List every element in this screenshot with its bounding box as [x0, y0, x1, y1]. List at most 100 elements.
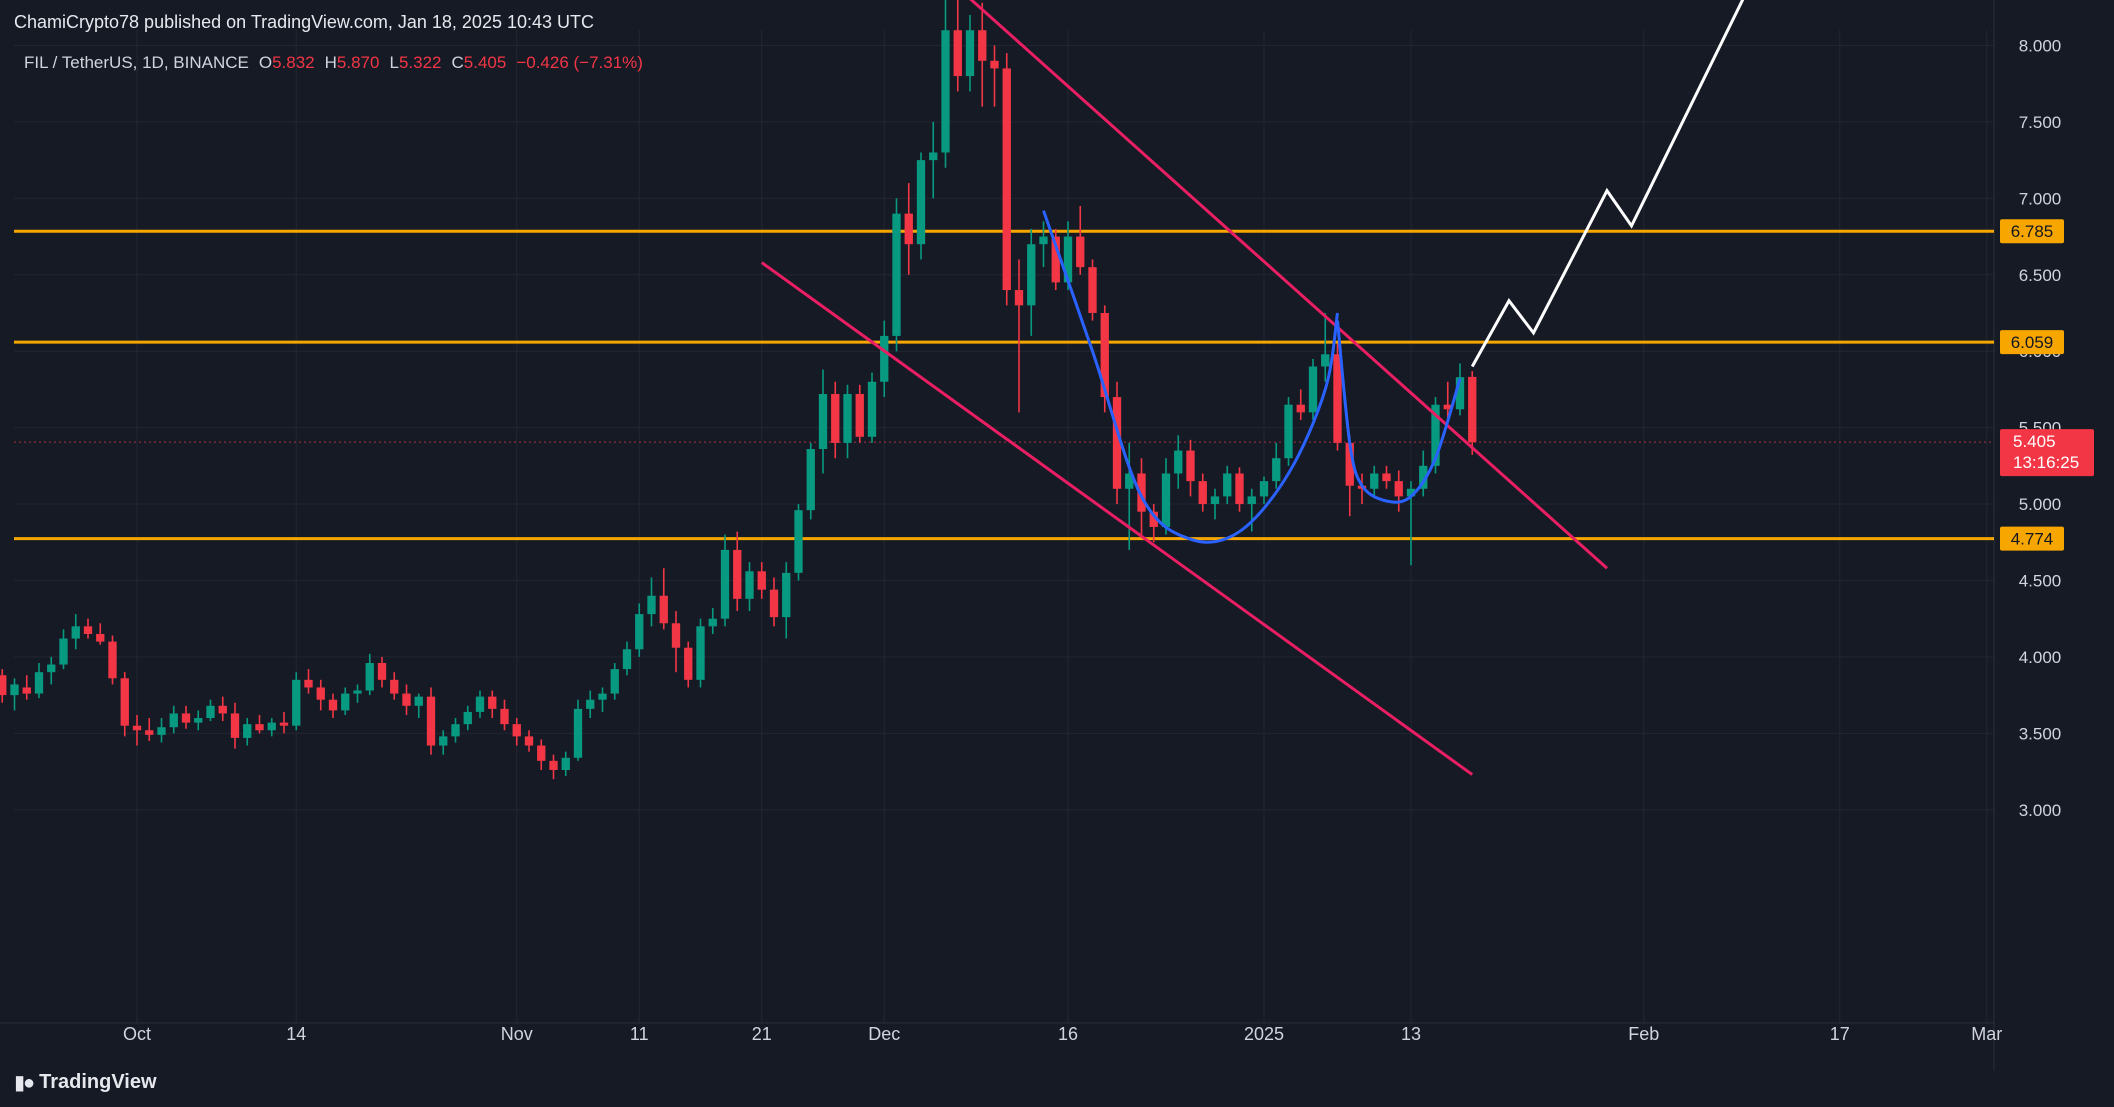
candle: [353, 684, 362, 703]
grid-lines: [14, 30, 1994, 1023]
close-value: 5.405: [463, 53, 507, 72]
candle: [782, 562, 791, 639]
candle-body: [1235, 473, 1244, 505]
candle-body: [267, 722, 276, 731]
candle-body: [561, 757, 570, 771]
candle: [818, 369, 828, 474]
price-tick-label: 3.000: [2019, 801, 2062, 820]
candle-body: [488, 696, 497, 709]
high-label: H: [324, 53, 337, 72]
candle-body: [1296, 404, 1305, 413]
candle-body: [635, 614, 644, 650]
candle: [120, 672, 129, 737]
open-label: O: [258, 53, 273, 72]
candle: [696, 618, 705, 688]
candle-body: [451, 724, 460, 737]
candle: [745, 562, 754, 612]
low-value: 5.322: [398, 53, 442, 72]
cup-curve: [1042, 210, 1339, 544]
candle: [573, 699, 583, 761]
candle: [1235, 467, 1244, 512]
candle-body: [194, 718, 203, 723]
candle-body: [1076, 236, 1085, 268]
channel-upper-line: [969, 0, 1608, 570]
candle-body: [132, 725, 142, 731]
candle-body: [1186, 450, 1195, 482]
candle: [1468, 371, 1477, 455]
last-price-tag: [2000, 429, 2094, 477]
candle-body: [22, 687, 31, 694]
candle: [230, 702, 240, 749]
price-axis-labels: 3.0003.5004.0004.5005.0005.5006.0006.500…: [2019, 37, 2062, 820]
high-value: 5.870: [336, 53, 380, 72]
candle: [1382, 465, 1391, 489]
candle-body: [1345, 442, 1354, 486]
tradingview-logo[interactable]: ▮● TradingView: [14, 1070, 157, 1095]
price-tick-label: 4.000: [2019, 648, 2062, 667]
candle: [1174, 435, 1183, 489]
candle: [34, 663, 44, 699]
candle-body: [157, 727, 166, 735]
candle: [953, 0, 962, 92]
brand-name: TradingView: [39, 1071, 157, 1093]
candle-body: [1051, 236, 1060, 283]
candle-body: [1137, 473, 1146, 512]
candle: [377, 656, 387, 688]
candle-body: [108, 641, 117, 679]
time-tick-label: 13: [1401, 1024, 1421, 1044]
candle-body: [71, 626, 80, 639]
candle: [47, 656, 56, 685]
candle: [880, 320, 889, 398]
candle-body: [904, 213, 913, 245]
candle: [1419, 450, 1428, 497]
candle: [586, 690, 595, 719]
candle-body: [720, 549, 730, 619]
candle-body: [598, 693, 607, 700]
candle-body: [279, 722, 289, 726]
candle-body: [1419, 465, 1428, 489]
candle: [990, 45, 999, 107]
candle-body: [316, 687, 325, 700]
candle: [1027, 228, 1036, 336]
candle: [806, 442, 815, 520]
level-price-label: 6.059: [2011, 333, 2054, 352]
candle: [1161, 458, 1171, 535]
time-tick-label: 11: [630, 1024, 649, 1044]
candle-body: [59, 638, 68, 665]
candle-body: [1027, 244, 1036, 306]
candle-body: [1210, 496, 1220, 505]
time-tick-label: Dec: [868, 1024, 900, 1044]
candle: [635, 603, 644, 657]
candle: [10, 678, 19, 711]
candle: [1039, 221, 1048, 268]
time-tick-label: 17: [1830, 1024, 1850, 1044]
candle: [916, 152, 926, 260]
time-tick-label: Nov: [501, 1024, 533, 1044]
candle-body: [610, 669, 619, 694]
candle: [1198, 473, 1207, 512]
candle-body: [1088, 267, 1097, 313]
candle-body: [941, 30, 950, 153]
candle: [304, 669, 313, 694]
time-tick-label: 16: [1058, 1024, 1078, 1044]
candle-body: [1431, 404, 1440, 466]
candle: [524, 730, 534, 752]
candle: [965, 14, 975, 92]
candle: [1321, 312, 1330, 382]
candle-body: [1321, 354, 1330, 367]
open-value: 5.832: [272, 53, 315, 72]
symbol-name[interactable]: FIL / TetherUS, 1D, BINANCE: [24, 53, 249, 72]
candle: [1333, 343, 1342, 451]
candle-body: [341, 693, 350, 711]
candle-body: [1161, 473, 1171, 527]
level-price-tag: [2000, 330, 2064, 355]
last-price-label: 5.405: [2013, 432, 2056, 451]
candle-body: [1308, 366, 1318, 413]
candle-body: [512, 724, 521, 737]
candle: [218, 696, 227, 722]
candle: [96, 623, 105, 645]
candle: [1308, 358, 1318, 420]
time-tick-label: 2025: [1244, 1024, 1284, 1044]
price-tick-label: 8.000: [2019, 37, 2062, 56]
